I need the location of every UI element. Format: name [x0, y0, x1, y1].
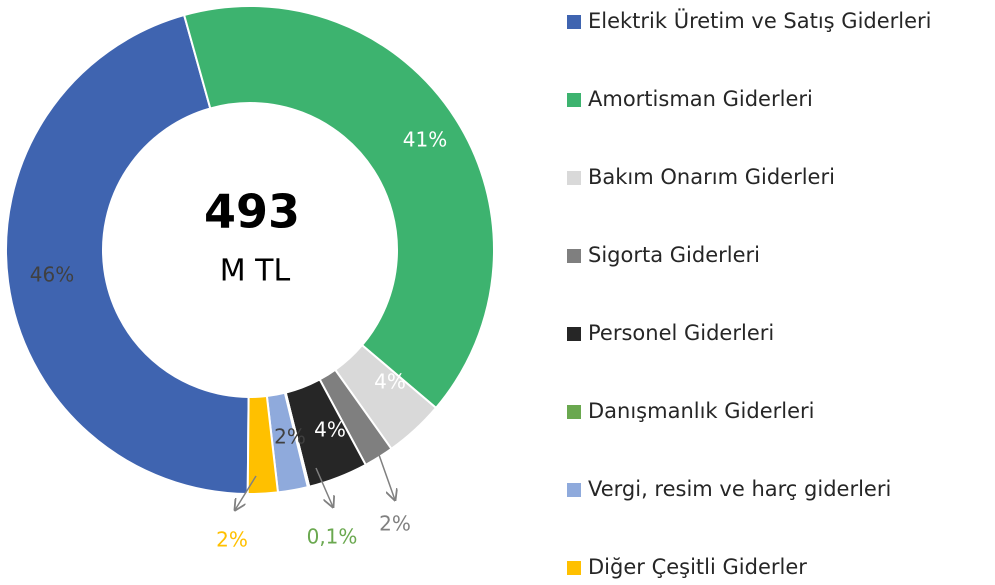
donut-segment: [5, 13, 250, 495]
value-label: 0,1%: [307, 525, 358, 549]
legend-label: Bakım Onarım Giderleri: [588, 165, 835, 189]
legend-label: Diğer Çeşitli Giderler: [588, 555, 807, 579]
leader-arrow: [235, 475, 257, 510]
leader-arrow: [377, 451, 395, 500]
legend-swatch: [567, 93, 581, 107]
donut-segment: [246, 394, 280, 495]
legend-swatch: [567, 561, 581, 575]
legend-swatch: [567, 15, 581, 29]
legend-label: Danışmanlık Giderleri: [588, 399, 814, 423]
legend-swatch: [567, 249, 581, 263]
value-label: 4%: [314, 418, 346, 442]
legend-label: Amortisman Giderleri: [588, 87, 813, 111]
legend-swatch: [567, 483, 581, 497]
value-label: 2%: [216, 528, 248, 552]
legend-label: Elektrik Üretim ve Satış Giderleri: [588, 8, 932, 33]
center-value: 493: [204, 185, 300, 239]
center-unit: M TL: [220, 254, 291, 289]
value-label: 4%: [374, 370, 406, 394]
legend-label: Vergi, resim ve harç giderleri: [588, 477, 891, 501]
legend-label: Personel Giderleri: [588, 321, 774, 345]
legend-label: Sigorta Giderleri: [588, 243, 760, 267]
leader-arrow: [315, 467, 333, 507]
donut-segment: [182, 5, 495, 410]
legend-swatch: [567, 171, 581, 185]
value-label: 46%: [30, 263, 74, 287]
legend-swatch: [567, 327, 581, 341]
legend-swatch: [567, 405, 581, 419]
value-label: 2%: [274, 425, 306, 449]
value-label: 2%: [379, 512, 411, 536]
value-label: 41%: [403, 128, 447, 152]
